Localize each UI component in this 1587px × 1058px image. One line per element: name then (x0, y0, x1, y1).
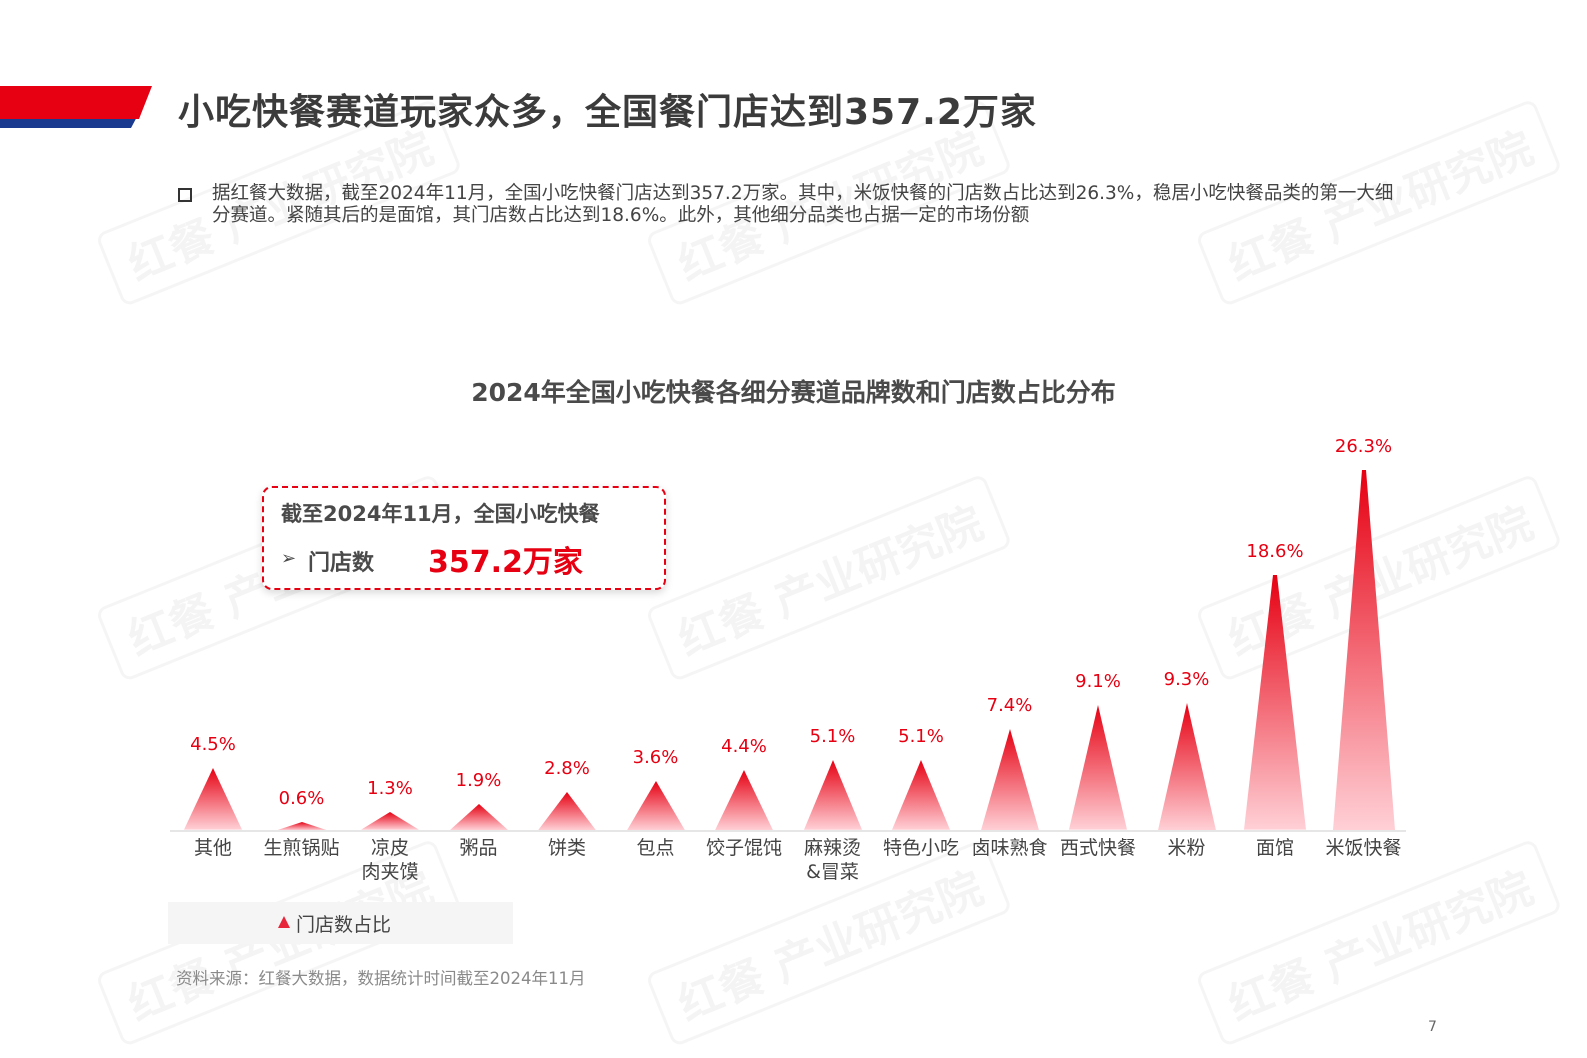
chart-title: 2024年全国小吃快餐各细分赛道品牌数和门店数占比分布 (471, 378, 1116, 407)
chart-bar (361, 812, 419, 830)
bar-value-label: 3.6% (632, 746, 679, 768)
category-label: 凉皮 肉夹馍 (361, 837, 419, 883)
bar-value-label: 4.4% (721, 735, 767, 757)
bar-value-label: 18.6% (1246, 541, 1304, 563)
bar-value-label: 1.9% (455, 769, 502, 791)
bar-value-label: 1.3% (367, 778, 413, 800)
triangle-icon (278, 916, 290, 928)
category-label: 其他 (193, 837, 232, 859)
category-label: 饺子馄饨 (705, 837, 782, 859)
category-label: 米饭快餐 (1325, 837, 1402, 859)
x-axis-baseline (170, 830, 1406, 832)
chart-bar (626, 780, 685, 830)
callout-heading: 截至2024年11月，全国小吃快餐 (281, 502, 600, 526)
chart-bar (1244, 575, 1306, 830)
store-count-callout: 截至2024年11月，全国小吃快餐 ➢ 门店数 357.2万家 (262, 486, 666, 590)
chart-bar (1332, 470, 1395, 830)
callout-value: 357.2万家 (428, 545, 583, 580)
header-accent-band (0, 86, 152, 128)
arrow-bullet-icon: ➢ (281, 548, 297, 569)
chart-bar (184, 768, 242, 830)
chart-bar (803, 760, 862, 830)
bar-value-label: 0.6% (278, 787, 325, 809)
bar-value-label: 4.5% (190, 734, 236, 756)
category-label: 粥品 (459, 837, 498, 859)
chart-bar (449, 803, 508, 830)
chart-legend: 门店数占比 (168, 902, 513, 944)
chart-bar (1069, 705, 1127, 830)
page-number: 7 (1428, 1019, 1437, 1035)
legend-label: 门店数占比 (296, 914, 392, 936)
category-label: 西式快餐 (1059, 837, 1136, 859)
bar-value-label: 5.1% (809, 726, 856, 748)
category-label: 面馆 (1255, 837, 1294, 859)
category-label: 包点 (636, 837, 675, 859)
category-label: 卤味熟食 (971, 837, 1048, 859)
category-label: 特色小吃 (882, 837, 959, 859)
chart-bar (715, 769, 773, 830)
category-label: 麻辣烫 &冒菜 (803, 837, 861, 883)
callout-label: 门店数 (308, 551, 375, 576)
page-title: 小吃快餐赛道玩家众多，全国餐门店达到357.2万家 (178, 92, 1037, 133)
category-label: 饼类 (547, 837, 586, 859)
category-label: 米粉 (1167, 837, 1206, 859)
chart-bar (1157, 702, 1216, 830)
chart-bar (980, 728, 1039, 830)
category-label: 生煎锅贴 (263, 837, 340, 859)
bar-value-label: 26.3% (1334, 436, 1393, 457)
bar-value-label: 7.4% (986, 694, 1033, 716)
chart-bar (892, 760, 950, 830)
bar-value-label: 9.3% (1163, 668, 1210, 690)
source-note: 资料来源：红餐大数据，数据统计时间截至2024年11月 (176, 969, 586, 988)
bar-value-label: 2.8% (544, 757, 590, 779)
chart-bar (276, 821, 327, 830)
chart-bar (538, 791, 596, 830)
intro-paragraph: 据红餐大数据，截至2024年11月，全国小吃快餐门店达到357.2万家。其中，米… (212, 183, 1394, 226)
bar-value-label: 5.1% (898, 726, 944, 748)
bullet-square-icon (178, 188, 192, 202)
bar-value-label: 9.1% (1075, 671, 1121, 693)
